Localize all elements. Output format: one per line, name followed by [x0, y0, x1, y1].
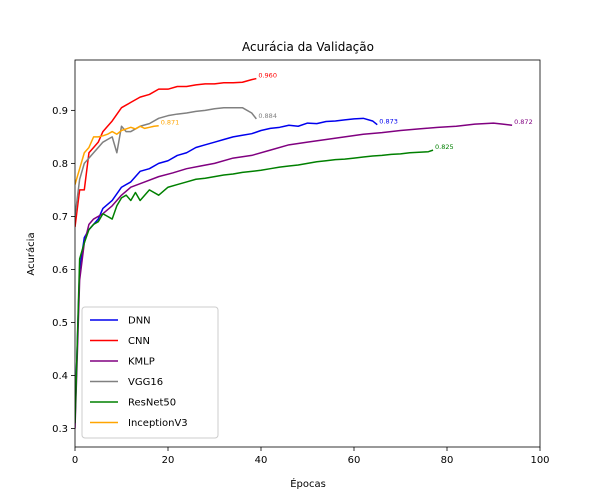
series-line-cnn [75, 77, 257, 228]
y-tick-label: 0.7 [52, 212, 68, 223]
x-axis-title: Épocas [290, 477, 326, 490]
y-tick-label: 0.5 [52, 318, 68, 329]
end-value-label-dnn: 0.873 [379, 118, 398, 126]
x-tick-label: 100 [530, 455, 549, 466]
x-tick-label: 40 [255, 455, 268, 466]
end-value-label-resnet50: 0.825 [435, 143, 454, 151]
series-line-resnet50 [75, 149, 434, 424]
end-value-label-inceptionv3: 0.871 [161, 119, 180, 127]
chart-title: Acurácia da Validação [242, 40, 374, 54]
legend-label-resnet50: ResNet50 [128, 398, 176, 409]
legend-label-dnn: DNN [128, 316, 151, 327]
y-tick-label: 0.9 [52, 106, 68, 117]
series-line-kmlp [75, 122, 513, 429]
legend-label-kmlp: KMLP [128, 357, 155, 368]
plot-area: 0.873 0.960 0.872 0.884 0.825 0.871 [74, 59, 541, 448]
plot-frame [74, 59, 541, 448]
y-tick-label: 0.4 [52, 371, 68, 382]
legend: DNN CNN KMLP VGG16 ResNet50 InceptionV3 [81, 306, 219, 439]
x-tick-label: 60 [348, 455, 361, 466]
x-tick-label: 20 [162, 455, 175, 466]
y-tick-label: 0.8 [52, 159, 68, 170]
y-tick-label: 0.6 [52, 265, 68, 276]
end-value-label-kmlp: 0.872 [514, 118, 533, 126]
x-axis: 0 20 40 60 80 100 [72, 447, 550, 466]
end-value-label-cnn: 0.960 [258, 72, 277, 80]
legend-label-inceptionv3: InceptionV3 [128, 418, 188, 429]
y-axis-title: Acurácia [25, 232, 37, 275]
y-axis: 0.3 0.4 0.5 0.6 0.7 0.8 0.9 [52, 106, 75, 435]
legend-label-vgg16: VGG16 [128, 377, 163, 388]
series-line-inceptionv3 [75, 124, 159, 185]
series-line-dnn [75, 117, 378, 418]
x-tick-label: 80 [441, 455, 454, 466]
y-tick-label: 0.3 [52, 424, 68, 435]
x-tick-label: 0 [72, 455, 78, 466]
end-value-label-vgg16: 0.884 [258, 112, 277, 120]
legend-label-cnn: CNN [128, 336, 150, 347]
